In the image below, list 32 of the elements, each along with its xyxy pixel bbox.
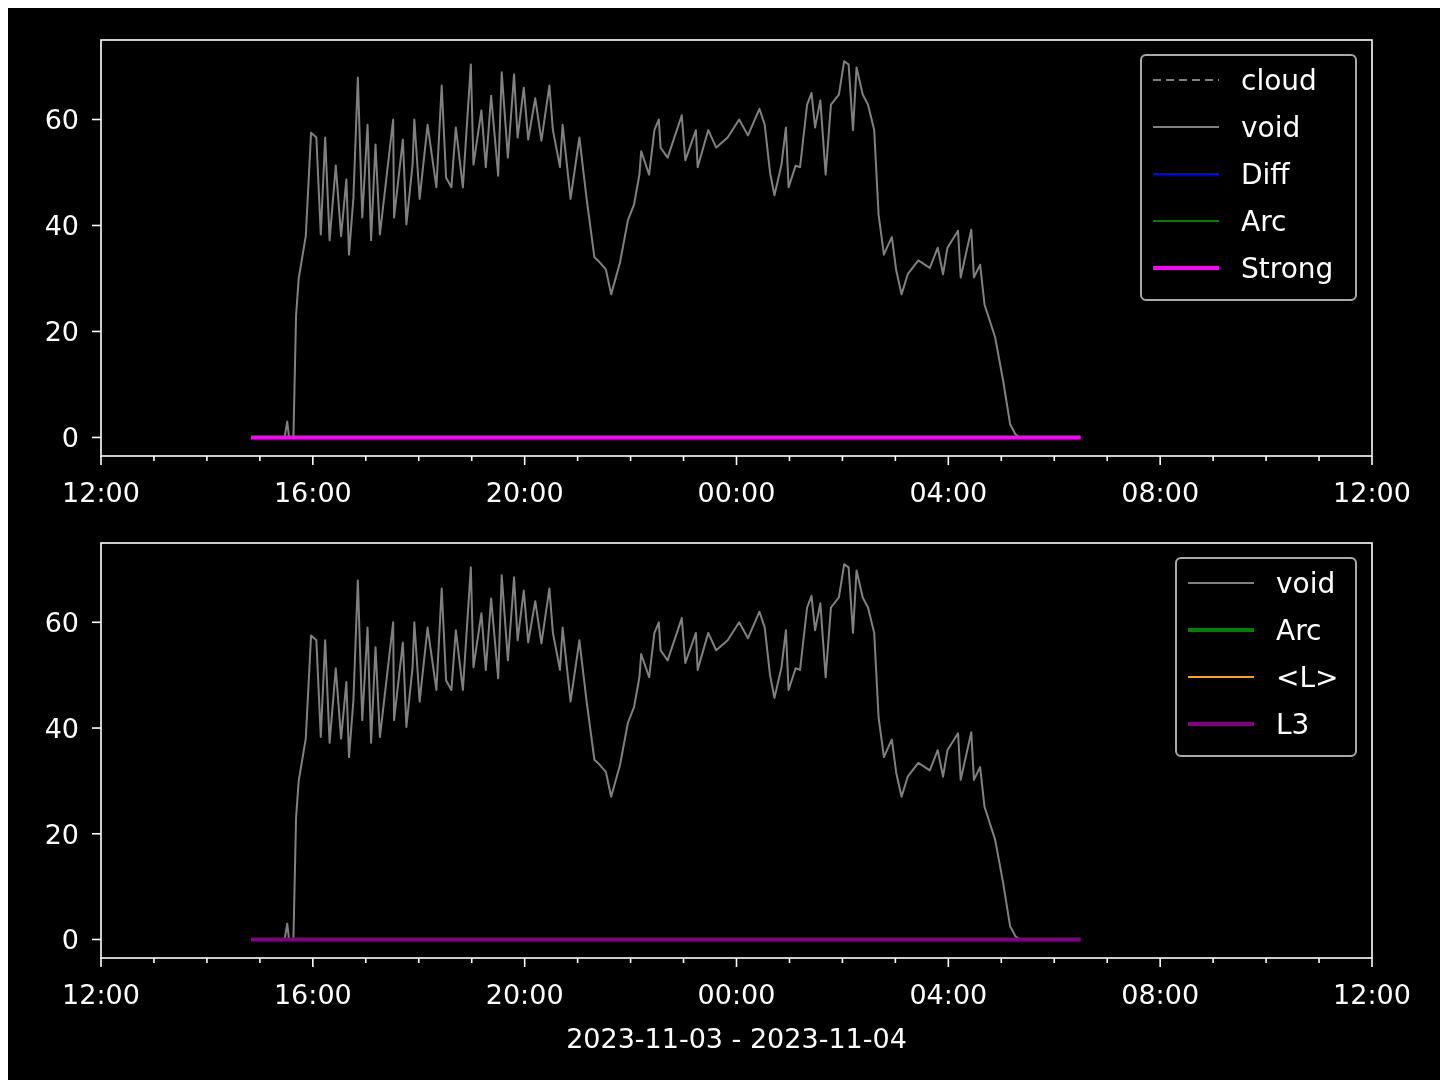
x-tick-label: 16:00	[273, 477, 352, 508]
x-axis-title: 2023-11-03 - 2023-11-04	[566, 1023, 907, 1054]
legend-label: void	[1241, 111, 1301, 144]
x-tick-label: 00:00	[697, 477, 776, 508]
legend-label: Diff	[1241, 158, 1291, 191]
legend-label: Strong	[1241, 252, 1334, 285]
y-tick-label: 40	[44, 713, 79, 745]
legend-label: <L>	[1276, 661, 1339, 694]
x-tick-label: 04:00	[909, 477, 988, 508]
legend-label: cloud	[1241, 64, 1317, 97]
x-tick-label: 20:00	[485, 477, 564, 508]
legend-label: L3	[1276, 708, 1310, 741]
y-tick-label: 0	[61, 924, 79, 956]
x-tick-label: 16:00	[273, 979, 352, 1010]
y-tick-label: 40	[44, 210, 79, 242]
x-tick-label: 08:00	[1121, 979, 1200, 1010]
x-tick-label: 12:00	[1333, 477, 1411, 508]
legend-label: Arc	[1241, 205, 1287, 238]
x-tick-label: 12:00	[62, 477, 140, 508]
x-tick-label: 08:00	[1121, 477, 1200, 508]
x-tick-label: 00:00	[697, 979, 776, 1010]
y-tick-label: 0	[61, 422, 79, 454]
y-tick-label: 20	[44, 818, 79, 850]
legend-label: Arc	[1276, 614, 1322, 647]
y-tick-label: 60	[44, 607, 79, 639]
legend-label: void	[1276, 567, 1336, 600]
x-tick-label: 04:00	[909, 979, 988, 1010]
y-tick-label: 20	[44, 316, 79, 348]
x-tick-label: 12:00	[1333, 979, 1411, 1010]
x-tick-label: 12:00	[62, 979, 140, 1010]
x-tick-label: 20:00	[485, 979, 564, 1010]
y-tick-label: 60	[44, 104, 79, 136]
